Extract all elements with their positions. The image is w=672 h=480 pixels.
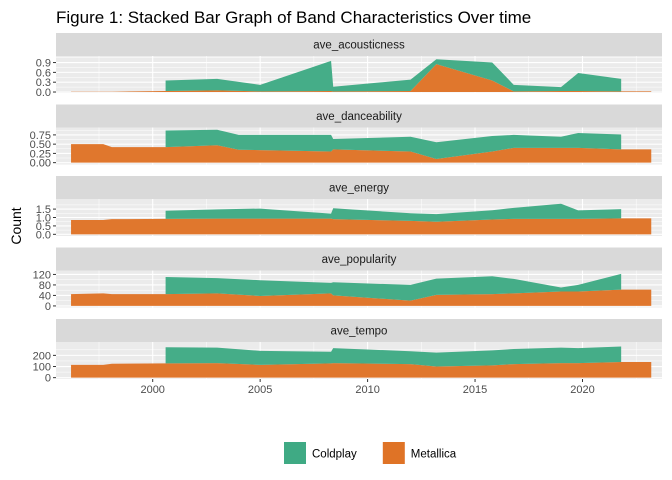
y-tick-label: 1.0 bbox=[36, 213, 51, 225]
facet-strip-label: ave_tempo bbox=[331, 326, 388, 338]
series-area-metallica bbox=[71, 289, 652, 306]
facet-strip-label: ave_danceability bbox=[316, 111, 402, 123]
x-tick-label: 2020 bbox=[570, 384, 594, 396]
y-tick-label: 0.50 bbox=[30, 139, 51, 151]
legend-swatch bbox=[284, 442, 306, 464]
series-area-coldplay bbox=[165, 273, 622, 301]
y-axis-title: Count bbox=[8, 207, 24, 244]
y-tick-label: 0.75 bbox=[30, 130, 51, 142]
y-tick-label: 80 bbox=[39, 280, 51, 292]
facet-ave-danceability: ave_danceability 0.000.250.500.75 bbox=[30, 104, 662, 170]
y-tick-label: 40 bbox=[39, 290, 51, 302]
facet-ave-energy: ave_energy 0.00.51.01.5 bbox=[36, 176, 662, 241]
legend-label: Metallica bbox=[411, 449, 457, 461]
facet-strip bbox=[56, 33, 662, 56]
facet-strip-label: ave_acousticness bbox=[313, 40, 405, 52]
facet-strip bbox=[56, 319, 662, 342]
x-axis: 2000 2005 2010 2015 2020 bbox=[140, 379, 595, 396]
y-tick-label: 0.00 bbox=[30, 158, 51, 170]
y-tick-label: 100 bbox=[33, 362, 51, 374]
y-tick-label: 0.5 bbox=[36, 221, 51, 233]
facet-panels: ave_acousticness0.00.30.60.9ave_danceabi… bbox=[30, 33, 662, 385]
series-area-metallica bbox=[71, 362, 652, 378]
facet-strip bbox=[56, 176, 662, 199]
y-tick-label: 0.6 bbox=[36, 67, 51, 79]
y-tick-label: 200 bbox=[33, 350, 51, 362]
facet-strip-label: ave_popularity bbox=[322, 254, 397, 266]
y-tick-label: 0.25 bbox=[30, 148, 51, 160]
legend-swatch bbox=[382, 442, 405, 464]
facet-strip-label: ave_energy bbox=[329, 183, 389, 195]
y-tick-label: 0 bbox=[45, 301, 51, 313]
series-area-coldplay bbox=[165, 203, 622, 222]
y-tick-label: 1.5 bbox=[36, 204, 51, 216]
legend: Coldplay Metallica bbox=[284, 442, 457, 464]
x-tick-label: 2010 bbox=[355, 384, 379, 396]
y-tick-label: 0.9 bbox=[36, 58, 51, 70]
y-tick-label: 0 bbox=[45, 373, 51, 385]
y-tick-label: 0.3 bbox=[36, 77, 51, 89]
facet-ave-acousticness: ave_acousticness 0.00.30.60.9 bbox=[36, 33, 662, 99]
series-area-metallica bbox=[71, 218, 652, 235]
series-area-coldplay bbox=[165, 59, 622, 92]
legend-item-metallica: Metallica bbox=[382, 442, 457, 464]
series-area-coldplay bbox=[165, 346, 622, 367]
facet-strip bbox=[56, 104, 662, 128]
x-tick-label: 2000 bbox=[140, 384, 164, 396]
x-tick-label: 2005 bbox=[248, 384, 272, 396]
y-tick-label: 0.0 bbox=[36, 229, 51, 241]
legend-label: Coldplay bbox=[312, 449, 357, 461]
series-area-metallica bbox=[71, 144, 652, 163]
facet-strip bbox=[56, 247, 662, 271]
legend-item-coldplay: Coldplay bbox=[284, 442, 357, 464]
y-tick-label: 0.0 bbox=[36, 87, 51, 99]
chart-title: Figure 1: Stacked Bar Graph of Band Char… bbox=[56, 8, 531, 27]
y-tick-label: 120 bbox=[33, 269, 51, 281]
x-tick-label: 2015 bbox=[463, 384, 487, 396]
series-area-coldplay bbox=[165, 129, 622, 159]
